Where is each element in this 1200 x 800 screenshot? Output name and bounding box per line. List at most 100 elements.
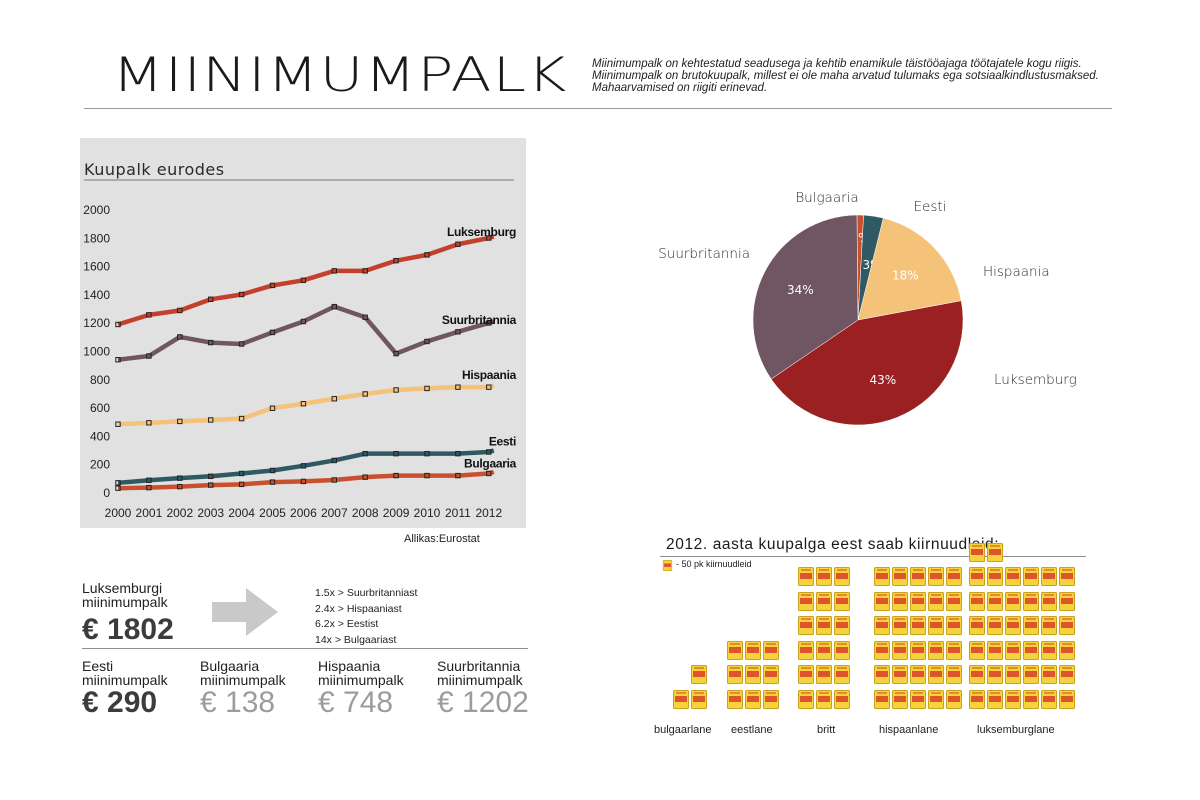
pie-chart: 1%Bulgaaria3%Eesti18%Hispaania43%Luksemb… xyxy=(658,190,1077,426)
data-point xyxy=(455,450,461,457)
pie-slice-luksemburg xyxy=(770,300,964,426)
data-point xyxy=(208,482,214,488)
noodle-packet xyxy=(1059,665,1075,684)
pie-slice-suurbritannia xyxy=(752,214,859,380)
data-point xyxy=(362,474,368,480)
noodle-packet xyxy=(892,689,908,709)
pie-name-label: Suurbritannia xyxy=(658,246,750,262)
ratio-list: 1.5x > Suurbritanniast 2.4x > Hispaanias… xyxy=(315,586,417,648)
data-point xyxy=(331,457,338,464)
noodle-packet xyxy=(987,616,1003,635)
series-label-suurbritannia: Suurbritannia xyxy=(442,313,517,327)
noodle-packet xyxy=(816,591,832,611)
noodle-packet xyxy=(816,616,832,635)
data-point xyxy=(146,312,152,318)
noodle-packet xyxy=(892,616,908,635)
noodle-packet xyxy=(763,640,779,660)
data-point xyxy=(238,481,245,488)
data-point xyxy=(362,450,368,457)
data-point xyxy=(238,341,245,347)
data-point xyxy=(208,417,214,423)
noodle-packet xyxy=(874,665,890,684)
data-point xyxy=(486,384,492,390)
noodle-packet xyxy=(946,689,962,709)
noodle-packet xyxy=(834,567,850,586)
noodle-packet xyxy=(1041,567,1057,586)
data-point xyxy=(269,467,276,474)
series-line-luksemburg xyxy=(117,234,495,327)
data-point xyxy=(393,387,399,393)
noodle-packet xyxy=(745,640,761,660)
pie-name-label: Bulgaaria xyxy=(795,190,858,206)
data-point xyxy=(269,282,276,289)
data-point xyxy=(146,353,152,359)
noodle-packet xyxy=(987,640,1003,660)
noodle-packet xyxy=(691,665,707,684)
page-title: MIINIMUMPALK xyxy=(112,48,568,103)
chart-title: Kuupalk eurodes xyxy=(84,160,225,179)
x-tick-label: 2012 xyxy=(475,506,502,520)
noodle-packet xyxy=(874,689,890,709)
noodle-packet xyxy=(987,567,1003,586)
noodle-packet xyxy=(1023,616,1039,635)
noodle-packet xyxy=(892,640,908,660)
pie-name-label: Luksemburg xyxy=(994,372,1077,388)
noodle-packet xyxy=(928,665,944,684)
header-divider xyxy=(84,108,1112,109)
noodle-packet xyxy=(1059,591,1075,611)
noodle-packet xyxy=(745,689,761,709)
data-point xyxy=(208,296,214,302)
noodle-packet xyxy=(1041,640,1057,660)
pie-percent-label: 34% xyxy=(787,283,814,297)
noodle-packet xyxy=(673,689,689,709)
y-tick-label: 1800 xyxy=(83,231,110,245)
noodle-packet xyxy=(946,567,962,586)
noodle-packet xyxy=(910,567,926,586)
noodle-packet xyxy=(946,640,962,660)
y-tick-label: 800 xyxy=(90,373,110,387)
x-tick-label: 2003 xyxy=(197,506,224,520)
ratio-item: 1.5x > Suurbritanniast xyxy=(315,587,418,599)
x-tick-label: 2000 xyxy=(105,506,132,520)
data-point xyxy=(486,320,492,326)
data-point xyxy=(393,472,399,479)
noodle-packet xyxy=(969,591,985,611)
noodle-packet xyxy=(928,591,944,611)
series-label-luksemburg: Luksemburg xyxy=(447,225,516,239)
data-point xyxy=(393,350,399,357)
pie-percent-label: 18% xyxy=(892,268,919,282)
noodle-packet xyxy=(745,665,761,684)
noodle-packet xyxy=(874,616,890,635)
x-tick-label: 2004 xyxy=(228,506,255,520)
data-point xyxy=(208,339,214,346)
noodle-packet xyxy=(834,640,850,660)
hispaania-wage-label: Hispaania miinimumpalk xyxy=(318,658,404,688)
series-line-suurbritannia xyxy=(117,304,495,362)
data-point xyxy=(362,268,368,274)
noodle-packet xyxy=(816,567,832,586)
noodle-packet xyxy=(798,616,814,635)
noodle-packet xyxy=(1041,591,1057,611)
chart-source: Allikas:Eurostat xyxy=(404,533,480,545)
noodle-packet xyxy=(763,689,779,709)
noodle-packet xyxy=(1023,665,1039,684)
data-point xyxy=(115,421,121,427)
noodle-packet xyxy=(816,665,832,684)
noodle-packet xyxy=(1041,616,1057,635)
line-chart: Kuupalk eurodes 0 200 400 600 800 1000 1200 1400… xyxy=(83,160,517,520)
noodle-packet xyxy=(987,591,1003,611)
data-point xyxy=(331,303,338,310)
noodle-packet xyxy=(798,640,814,660)
noodle-packet xyxy=(969,689,985,709)
data-point xyxy=(486,235,492,241)
data-point xyxy=(424,338,430,345)
noodle-packet xyxy=(1023,591,1039,611)
data-point xyxy=(208,473,214,480)
noodle-packet xyxy=(1005,591,1021,611)
noodle-packet xyxy=(928,567,944,586)
noodle-packet xyxy=(928,689,944,709)
noodle-packet xyxy=(798,689,814,709)
data-point xyxy=(486,449,492,455)
lux-wage-label: Luksemburgi miinimumpalk xyxy=(82,580,168,610)
noodle-packet xyxy=(834,591,850,611)
